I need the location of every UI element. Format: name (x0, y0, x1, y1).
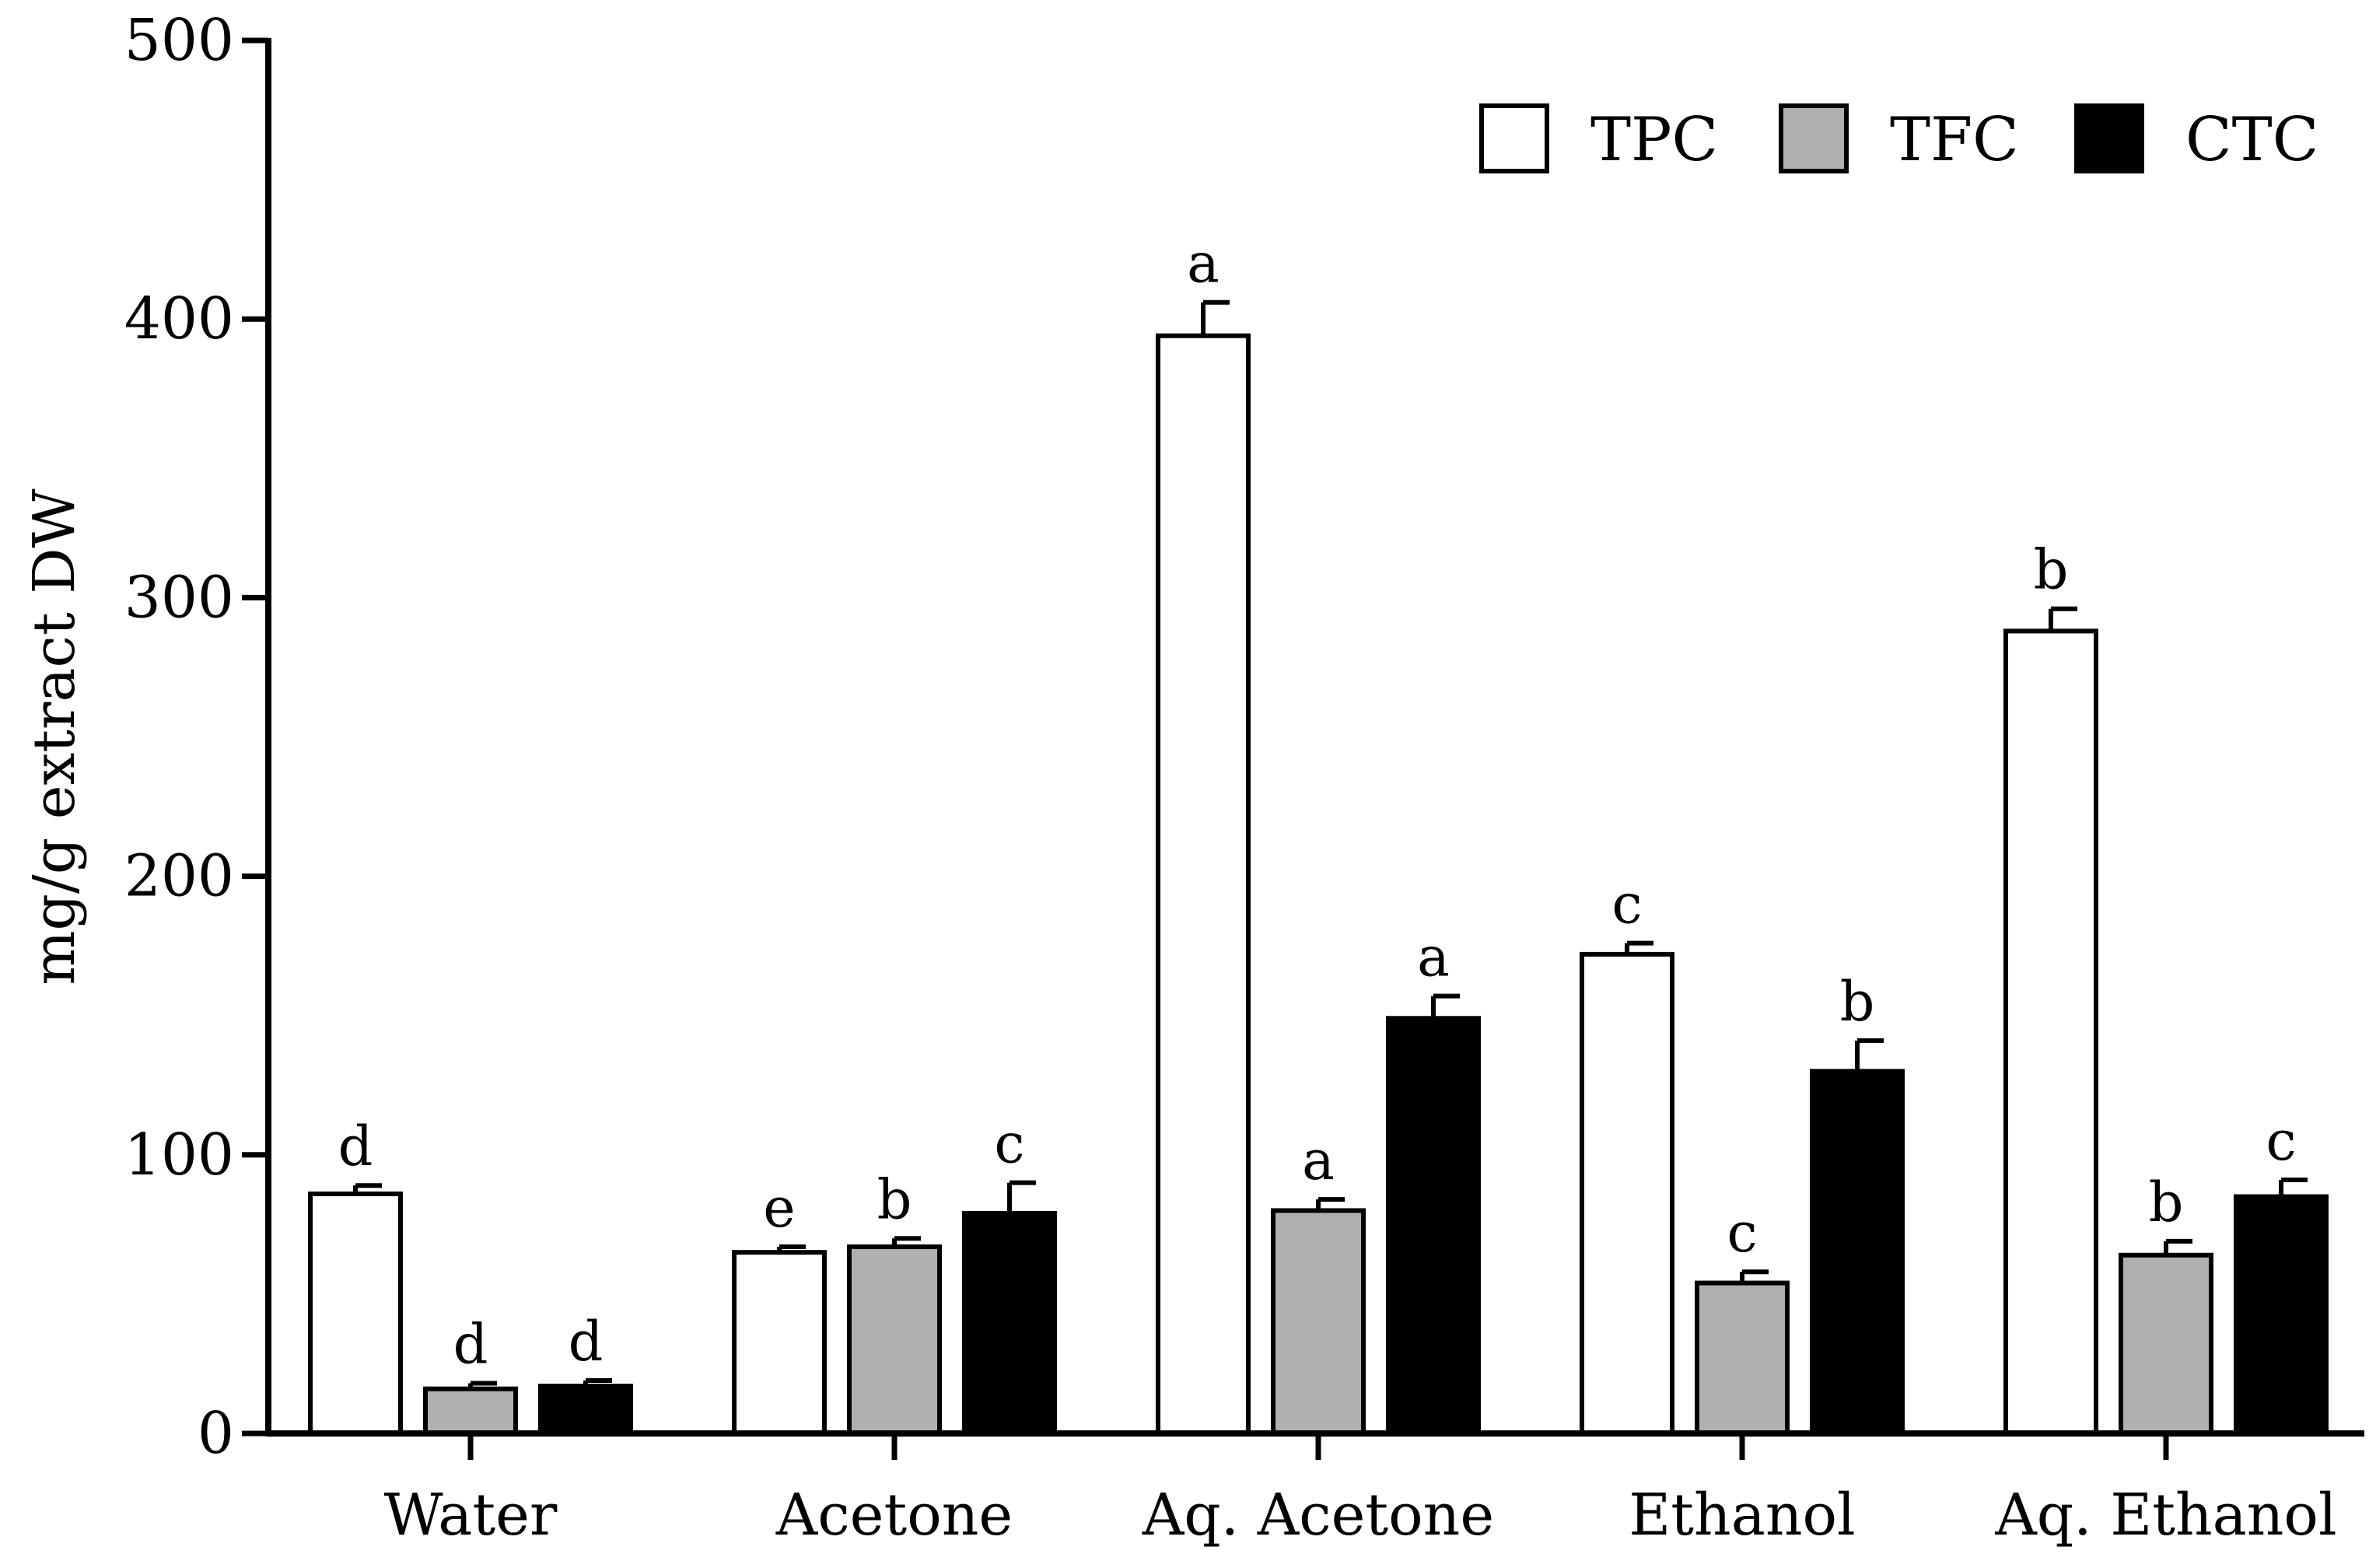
bar-tpc-water (308, 1191, 403, 1436)
significance-letters-layer: d d d e b c a a a c c b b b c (338, 232, 2297, 1377)
letter-ctc-water: d (569, 1310, 604, 1374)
legend-swatch-ctc (2074, 103, 2144, 173)
error-bars-layer (353, 299, 2308, 1389)
letter-ctc-aq-ethanol: c (2266, 1109, 2296, 1173)
legend-label-tpc: TPC (1590, 105, 1718, 175)
legend-swatch-tpc (1479, 103, 1549, 173)
letter-tpc-aq-acetone: a (1187, 232, 1219, 296)
bar-tfc-aq-ethanol (2119, 1252, 2213, 1436)
letter-ctc-acetone: c (994, 1112, 1024, 1176)
x-tick-label-aq-ethanol: Aq. Ethanol (1994, 1482, 2336, 1549)
y-tick-label-200: 200 (124, 843, 234, 910)
y-tick-label-0: 0 (198, 1400, 234, 1467)
bar-tfc-water (423, 1386, 518, 1436)
letter-tfc-water: d (453, 1313, 488, 1377)
bar-tpc-aq-ethanol (2003, 628, 2098, 1436)
y-tick-label-500: 500 (124, 7, 234, 74)
bar-tpc-ethanol (1580, 951, 1674, 1436)
bar-ctc-acetone (962, 1211, 1057, 1436)
letter-ctc-aq-acetone: a (1417, 926, 1450, 989)
x-tick-label-acetone: Acetone (775, 1482, 1013, 1549)
bar-ctc-aq-ethanol (2234, 1194, 2329, 1437)
bar-ctc-ethanol (1810, 1069, 1905, 1436)
letter-tpc-water: d (338, 1115, 373, 1178)
legend-swatch-tfc (1779, 103, 1849, 173)
x-tick-label-aq-acetone: Aq. Acetone (1142, 1482, 1494, 1549)
legend-label-tfc: TFC (1890, 105, 2019, 175)
letter-ctc-ethanol: b (1840, 970, 1875, 1034)
bar-ctc-aq-acetone (1386, 1016, 1481, 1436)
bar-tfc-aq-acetone (1271, 1208, 1366, 1436)
y-axis-title: mg/g extract DW (21, 488, 88, 985)
y-tick-label-100: 100 (124, 1122, 234, 1188)
legend: TPC TFC CTC (1479, 103, 2318, 175)
bar-tfc-acetone (847, 1244, 942, 1436)
bars-layer (308, 333, 2329, 1437)
x-tick-label-ethanol: Ethanol (1629, 1482, 1855, 1549)
letter-tfc-aq-acetone: a (1302, 1129, 1335, 1192)
letter-tfc-aq-ethanol: b (2149, 1171, 2184, 1234)
y-tick-label-400: 400 (124, 285, 234, 352)
legend-label-ctc: CTC (2185, 105, 2318, 175)
letter-tpc-aq-ethanol: b (2034, 538, 2069, 602)
bar-ctc-water (538, 1384, 633, 1436)
bar-tpc-acetone (732, 1250, 827, 1437)
x-tick-label-water: Water (384, 1482, 558, 1549)
letter-tpc-acetone: e (763, 1176, 795, 1240)
letter-tfc-acetone: b (877, 1167, 912, 1231)
y-tick-label-300: 300 (124, 564, 234, 631)
bar-tpc-aq-acetone (1156, 333, 1251, 1436)
letter-tpc-ethanol: c (1611, 873, 1642, 936)
axes-layer: 0 100 200 300 400 500 Water Acetone Aq. Acetone E… (21, 7, 2364, 1549)
letter-tfc-ethanol: c (1727, 1201, 1757, 1265)
bar-tfc-ethanol (1695, 1280, 1790, 1437)
